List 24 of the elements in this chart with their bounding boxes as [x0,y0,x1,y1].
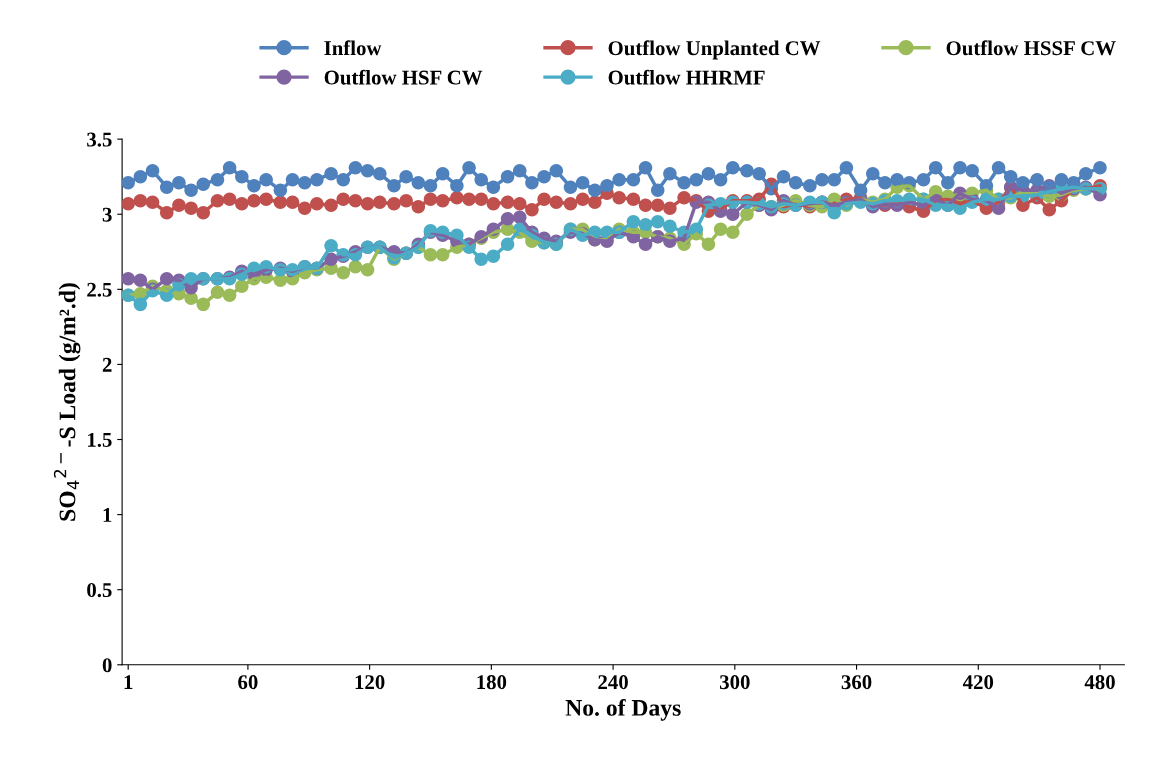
legend-label: Outflow Unplanted CW [608,40,821,60]
x-tick-label: 180 [477,675,507,690]
x-tick-label: 480 [1084,675,1115,690]
legend-label: Outflow HHRMF [608,69,765,85]
x-axis-title: No. of Days [565,698,681,721]
y-tick-label: 2 [102,357,112,372]
y-axis-title: SO$_{4}$$^{2−}$-S Load (g/m².d) [53,283,81,521]
legend-label: Inflow [324,40,382,56]
y-tick-label: 1.5 [88,432,112,448]
legend-label: Outflow HSSF CW [946,40,1116,56]
y-tick-label: 1 [103,508,112,522]
y-tick-label: 0 [102,658,112,673]
y-tick-label: 3 [102,207,112,222]
x-tick-label: 60 [238,675,258,690]
legend-label: Outflow HSF CW [324,69,483,85]
x-tick-label: 120 [355,675,385,690]
y-tick-label: 3.5 [87,132,112,147]
y-tick-label: 0.5 [87,583,112,598]
x-tick-label: 1 [124,675,133,689]
x-tick-label: 300 [719,675,750,690]
x-tick-label: 420 [962,675,994,690]
y-tick-label: 2.5 [87,282,112,297]
x-tick-label: 240 [598,675,628,690]
x-tick-label: 360 [841,675,872,690]
